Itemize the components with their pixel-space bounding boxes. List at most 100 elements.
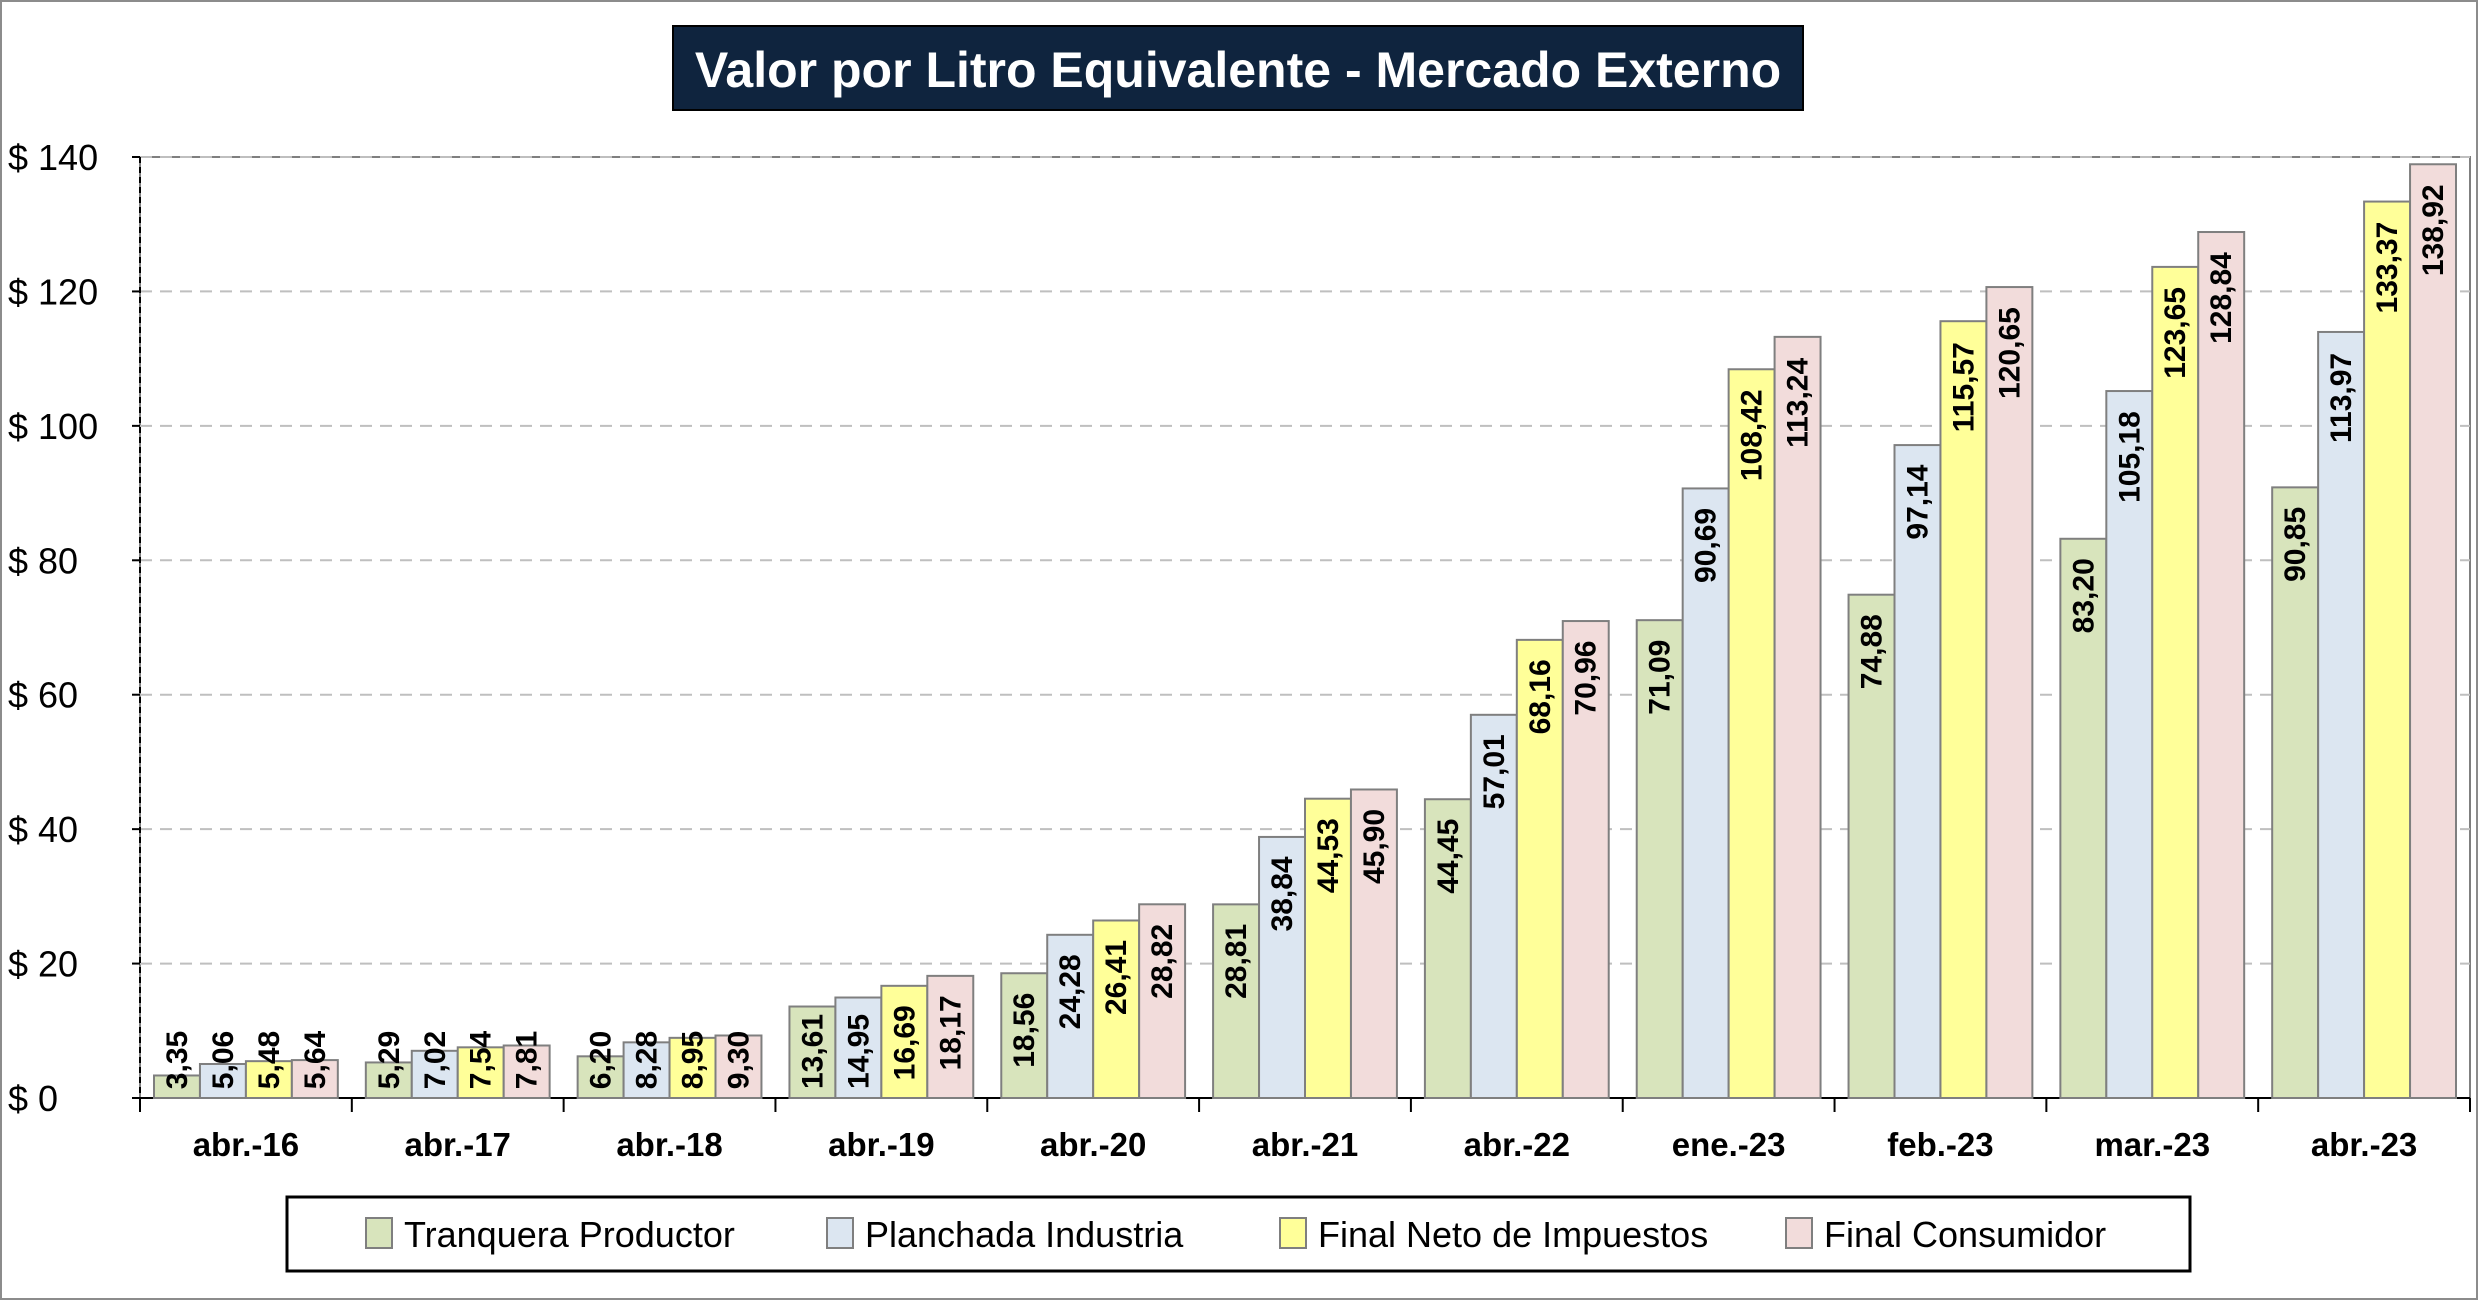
data-label: 14,95 bbox=[842, 1014, 875, 1089]
data-label: 105,18 bbox=[2113, 411, 2146, 503]
bar bbox=[290, 1059, 339, 1100]
chart-title-box: Valor por Litro Equivalente - Mercado Ex… bbox=[672, 25, 1804, 111]
y-tick-label: $ 0 bbox=[8, 1078, 58, 1119]
data-label: 9,30 bbox=[722, 1031, 755, 1089]
bar bbox=[364, 1061, 413, 1099]
bar bbox=[1046, 933, 1095, 1099]
data-label: 71,09 bbox=[1644, 640, 1677, 715]
data-label: 6,20 bbox=[585, 1031, 618, 1089]
data-label: 5,29 bbox=[373, 1031, 406, 1089]
bar bbox=[456, 1046, 505, 1100]
x-tick-label: abr.-17 bbox=[405, 1126, 511, 1163]
x-tick-label: abr.-23 bbox=[2311, 1126, 2417, 1163]
bar bbox=[2059, 537, 2108, 1099]
x-tick-label: mar.-23 bbox=[2094, 1126, 2210, 1163]
data-label: 44,45 bbox=[1432, 819, 1465, 894]
data-label: 108,42 bbox=[1736, 389, 1769, 481]
bar bbox=[788, 1005, 837, 1100]
bar bbox=[2409, 163, 2457, 1099]
y-tick-label: $ 100 bbox=[8, 406, 98, 447]
legend: Tranquera Productor Planchada Industria Fi… bbox=[285, 1195, 2192, 1273]
axes: $ 0 $ 20 $ 40 $ 60 $ 80 $ 100 $ 120 $ 140 abr.-1… bbox=[8, 137, 2471, 1163]
bar bbox=[2151, 265, 2200, 1099]
bar bbox=[1893, 444, 1942, 1099]
bar bbox=[1515, 638, 1564, 1099]
chart-title-background bbox=[672, 25, 1804, 111]
bar bbox=[714, 1034, 763, 1100]
legend-swatch bbox=[1785, 1217, 1813, 1249]
x-tick-label: abr.-22 bbox=[1464, 1126, 1570, 1163]
data-label: 5,48 bbox=[253, 1031, 286, 1089]
bar bbox=[2197, 231, 2246, 1099]
legend-swatch bbox=[826, 1217, 854, 1249]
x-tick-label: abr.-18 bbox=[616, 1126, 722, 1163]
legend-swatch bbox=[365, 1217, 393, 1249]
data-label: 68,16 bbox=[1524, 659, 1557, 734]
data-label: 45,90 bbox=[1358, 809, 1391, 884]
data-label: 123,65 bbox=[2159, 287, 2192, 379]
bar bbox=[1985, 286, 2034, 1099]
legend-swatch bbox=[1279, 1217, 1307, 1249]
data-label: 83,20 bbox=[2067, 558, 2100, 633]
data-labels: 3,35 5,29 6,20 13,61 18,56 28,81 44,45 71,09 74,… bbox=[161, 184, 2450, 1089]
data-label: 5,06 bbox=[207, 1031, 240, 1089]
data-label: 90,85 bbox=[2279, 507, 2312, 582]
bar bbox=[244, 1060, 293, 1100]
data-label: 3,35 bbox=[161, 1031, 194, 1089]
bars bbox=[153, 163, 2457, 1100]
data-label: 18,56 bbox=[1008, 993, 1041, 1068]
data-label: 44,53 bbox=[1312, 818, 1345, 893]
y-tick-label: $ 80 bbox=[8, 540, 78, 581]
bar bbox=[1561, 620, 1610, 1099]
data-label: 8,95 bbox=[677, 1031, 710, 1089]
x-tick-label: abr.-20 bbox=[1040, 1126, 1146, 1163]
data-label: 90,69 bbox=[1690, 508, 1723, 583]
bar bbox=[926, 974, 975, 1099]
bar bbox=[1847, 593, 1896, 1099]
bar bbox=[2363, 200, 2412, 1100]
legend-label: Final Consumidor bbox=[1824, 1214, 2106, 1255]
data-label: 74,88 bbox=[1856, 614, 1889, 689]
data-label: 7,81 bbox=[511, 1031, 544, 1089]
bar bbox=[410, 1049, 459, 1099]
bar bbox=[1681, 487, 1730, 1099]
data-label: 128,84 bbox=[2205, 252, 2238, 344]
bar bbox=[880, 984, 929, 1099]
y-tick-label: $ 140 bbox=[8, 137, 98, 178]
data-label: 7,54 bbox=[465, 1030, 498, 1089]
data-label: 70,96 bbox=[1570, 641, 1603, 716]
y-tick-label: $ 60 bbox=[8, 675, 78, 716]
bar bbox=[1258, 835, 1306, 1099]
bar bbox=[1000, 972, 1049, 1100]
bar bbox=[1349, 788, 1398, 1100]
data-label: 120,65 bbox=[1993, 307, 2026, 399]
x-tick-label: abr.-19 bbox=[828, 1126, 934, 1163]
data-label: 38,84 bbox=[1266, 856, 1299, 931]
data-label: 57,01 bbox=[1478, 734, 1511, 809]
data-label: 24,28 bbox=[1054, 954, 1087, 1029]
data-label: 7,02 bbox=[419, 1031, 452, 1089]
y-tick-label: $ 40 bbox=[8, 809, 78, 850]
data-label: 115,57 bbox=[1947, 342, 1980, 432]
data-label: 138,92 bbox=[2417, 184, 2450, 276]
bar bbox=[2317, 330, 2366, 1099]
bar bbox=[502, 1044, 551, 1099]
data-label: 133,37 bbox=[2371, 222, 2404, 314]
legend-box bbox=[285, 1195, 2192, 1273]
y-tick-label: $ 120 bbox=[8, 271, 98, 312]
legend-label: Planchada Industria bbox=[865, 1214, 1184, 1255]
x-tick-label: abr.-21 bbox=[1252, 1126, 1358, 1163]
data-label: 97,14 bbox=[1901, 464, 1934, 539]
data-label: 26,41 bbox=[1100, 940, 1133, 1015]
bar bbox=[1469, 713, 1518, 1099]
bar bbox=[1939, 320, 1988, 1099]
bar bbox=[1773, 335, 1822, 1099]
data-label: 113,97 bbox=[2325, 353, 2358, 443]
bar bbox=[1138, 903, 1187, 1100]
data-label: 18,17 bbox=[934, 995, 967, 1070]
bar bbox=[1727, 368, 1776, 1100]
bar bbox=[1304, 797, 1352, 1099]
bar bbox=[2271, 486, 2320, 1099]
y-tick-label: $ 20 bbox=[8, 944, 78, 985]
